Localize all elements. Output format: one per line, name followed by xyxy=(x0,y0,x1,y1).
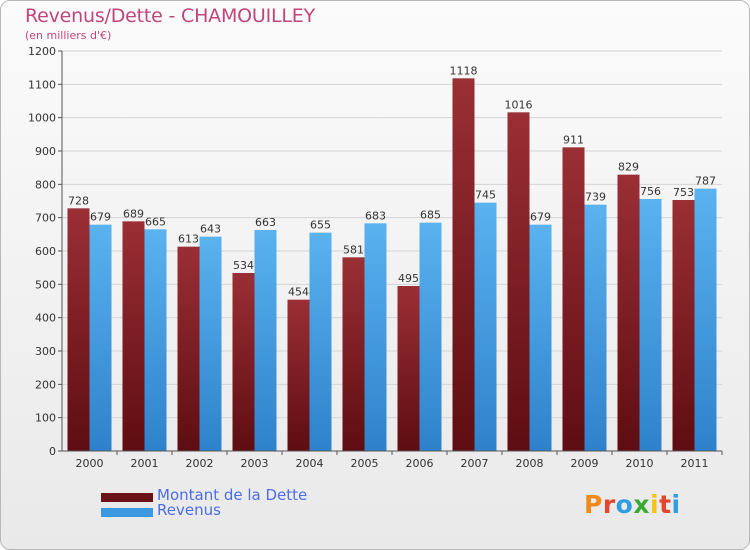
ytick-label-800: 800 xyxy=(35,178,56,191)
bar-revenus-2009 xyxy=(584,204,607,451)
label-dette-2007: 1118 xyxy=(450,64,478,77)
label-revenus-2006: 685 xyxy=(420,209,441,222)
ytick-label-600: 600 xyxy=(35,245,56,258)
bar-revenus-2007 xyxy=(474,202,497,451)
bar-revenus-2004 xyxy=(309,232,332,451)
bar-revenus-2011 xyxy=(694,188,717,451)
xtick-label-2011: 2011 xyxy=(681,457,709,470)
label-dette-2000: 728 xyxy=(68,194,89,207)
bar-revenus-2008 xyxy=(529,224,552,451)
bar-revenus-2010 xyxy=(639,199,662,451)
logo-letter: i xyxy=(671,490,681,519)
chart-title: Revenus/Dette - CHAMOUILLEY xyxy=(25,5,315,27)
label-dette-2002: 613 xyxy=(178,233,199,246)
xtick-label-2000: 2000 xyxy=(76,457,104,470)
bar-revenus-2001 xyxy=(144,229,167,451)
label-revenus-2005: 683 xyxy=(365,209,386,222)
logo-letter: o xyxy=(615,490,634,519)
xtick-label-2005: 2005 xyxy=(351,457,379,470)
ytick-label-500: 500 xyxy=(35,278,56,291)
bar-dette-2001 xyxy=(122,221,145,451)
label-dette-2006: 495 xyxy=(398,272,419,285)
logo-letter: x xyxy=(633,490,650,519)
legend-swatch-revenus xyxy=(101,508,153,517)
logo-letter: t xyxy=(659,490,672,519)
label-revenus-2008: 679 xyxy=(530,211,551,224)
label-revenus-2003: 663 xyxy=(255,216,276,229)
bar-dette-2004 xyxy=(287,299,310,451)
bar-dette-2011 xyxy=(672,200,695,451)
bar-dette-2000 xyxy=(67,208,90,451)
bar-revenus-2005 xyxy=(364,223,387,451)
xtick-label-2010: 2010 xyxy=(626,457,654,470)
legend-label-revenus: Revenus xyxy=(157,501,221,519)
label-dette-2003: 534 xyxy=(233,259,254,272)
label-dette-2005: 581 xyxy=(343,243,364,256)
bar-revenus-2003 xyxy=(254,230,277,451)
xtick-label-2004: 2004 xyxy=(296,457,324,470)
bar-revenus-2002 xyxy=(199,236,222,451)
ytick-label-200: 200 xyxy=(35,378,56,391)
label-dette-2001: 689 xyxy=(123,207,144,220)
label-dette-2011: 753 xyxy=(673,186,694,199)
ytick-label-700: 700 xyxy=(35,212,56,225)
xtick-label-2008: 2008 xyxy=(516,457,544,470)
bar-dette-2003 xyxy=(232,273,255,451)
xtick-label-2002: 2002 xyxy=(186,457,214,470)
xtick-label-2009: 2009 xyxy=(571,457,599,470)
bar-dette-2010 xyxy=(617,174,640,451)
label-revenus-2001: 665 xyxy=(145,215,166,228)
bar-dette-2009 xyxy=(562,147,585,452)
bar-revenus-2006 xyxy=(419,222,442,451)
logo-letter: r xyxy=(602,490,616,519)
proxiti-logo: Proxiti xyxy=(584,490,681,519)
ytick-label-1100: 1100 xyxy=(28,78,56,91)
chart-subtitle: (en milliers d'€) xyxy=(25,29,112,42)
bar-revenus-2000 xyxy=(89,224,112,451)
label-revenus-2002: 643 xyxy=(200,223,221,236)
ytick-label-1200: 1200 xyxy=(28,45,56,58)
ytick-label-400: 400 xyxy=(35,312,56,325)
ytick-label-900: 900 xyxy=(35,145,56,158)
ytick-label-1000: 1000 xyxy=(28,112,56,125)
label-dette-2008: 1016 xyxy=(505,98,533,111)
label-revenus-2009: 739 xyxy=(585,191,606,204)
label-revenus-2007: 745 xyxy=(475,189,496,202)
bar-dette-2008 xyxy=(507,112,530,451)
label-dette-2004: 454 xyxy=(288,286,309,299)
bar-dette-2007 xyxy=(452,78,475,451)
axes: 0 100 200 300 400 500 600 700 800 900 1000 1100 1200… xyxy=(28,45,723,470)
xtick-label-2003: 2003 xyxy=(241,457,269,470)
ytick-label-100: 100 xyxy=(35,412,56,425)
logo-letter: i xyxy=(650,490,660,519)
label-revenus-2010: 756 xyxy=(640,185,661,198)
xtick-label-2007: 2007 xyxy=(461,457,489,470)
xtick-label-2001: 2001 xyxy=(131,457,159,470)
bar-dette-2002 xyxy=(177,246,200,451)
label-revenus-2000: 679 xyxy=(90,211,111,224)
bars xyxy=(67,78,717,452)
logo-letter: P xyxy=(584,490,603,519)
label-revenus-2011: 787 xyxy=(695,175,716,188)
ytick-label-300: 300 xyxy=(35,345,56,358)
legend-swatch-dette xyxy=(101,493,153,502)
grid xyxy=(62,50,722,452)
ytick-label-0: 0 xyxy=(49,445,56,458)
legend-label-dette: Montant de la Dette xyxy=(157,486,308,504)
label-dette-2010: 829 xyxy=(618,161,639,174)
xtick-label-2006: 2006 xyxy=(406,457,434,470)
bar-dette-2006 xyxy=(397,286,420,451)
label-revenus-2004: 655 xyxy=(310,219,331,232)
label-dette-2009: 911 xyxy=(563,133,584,146)
bar-dette-2005 xyxy=(342,257,365,451)
